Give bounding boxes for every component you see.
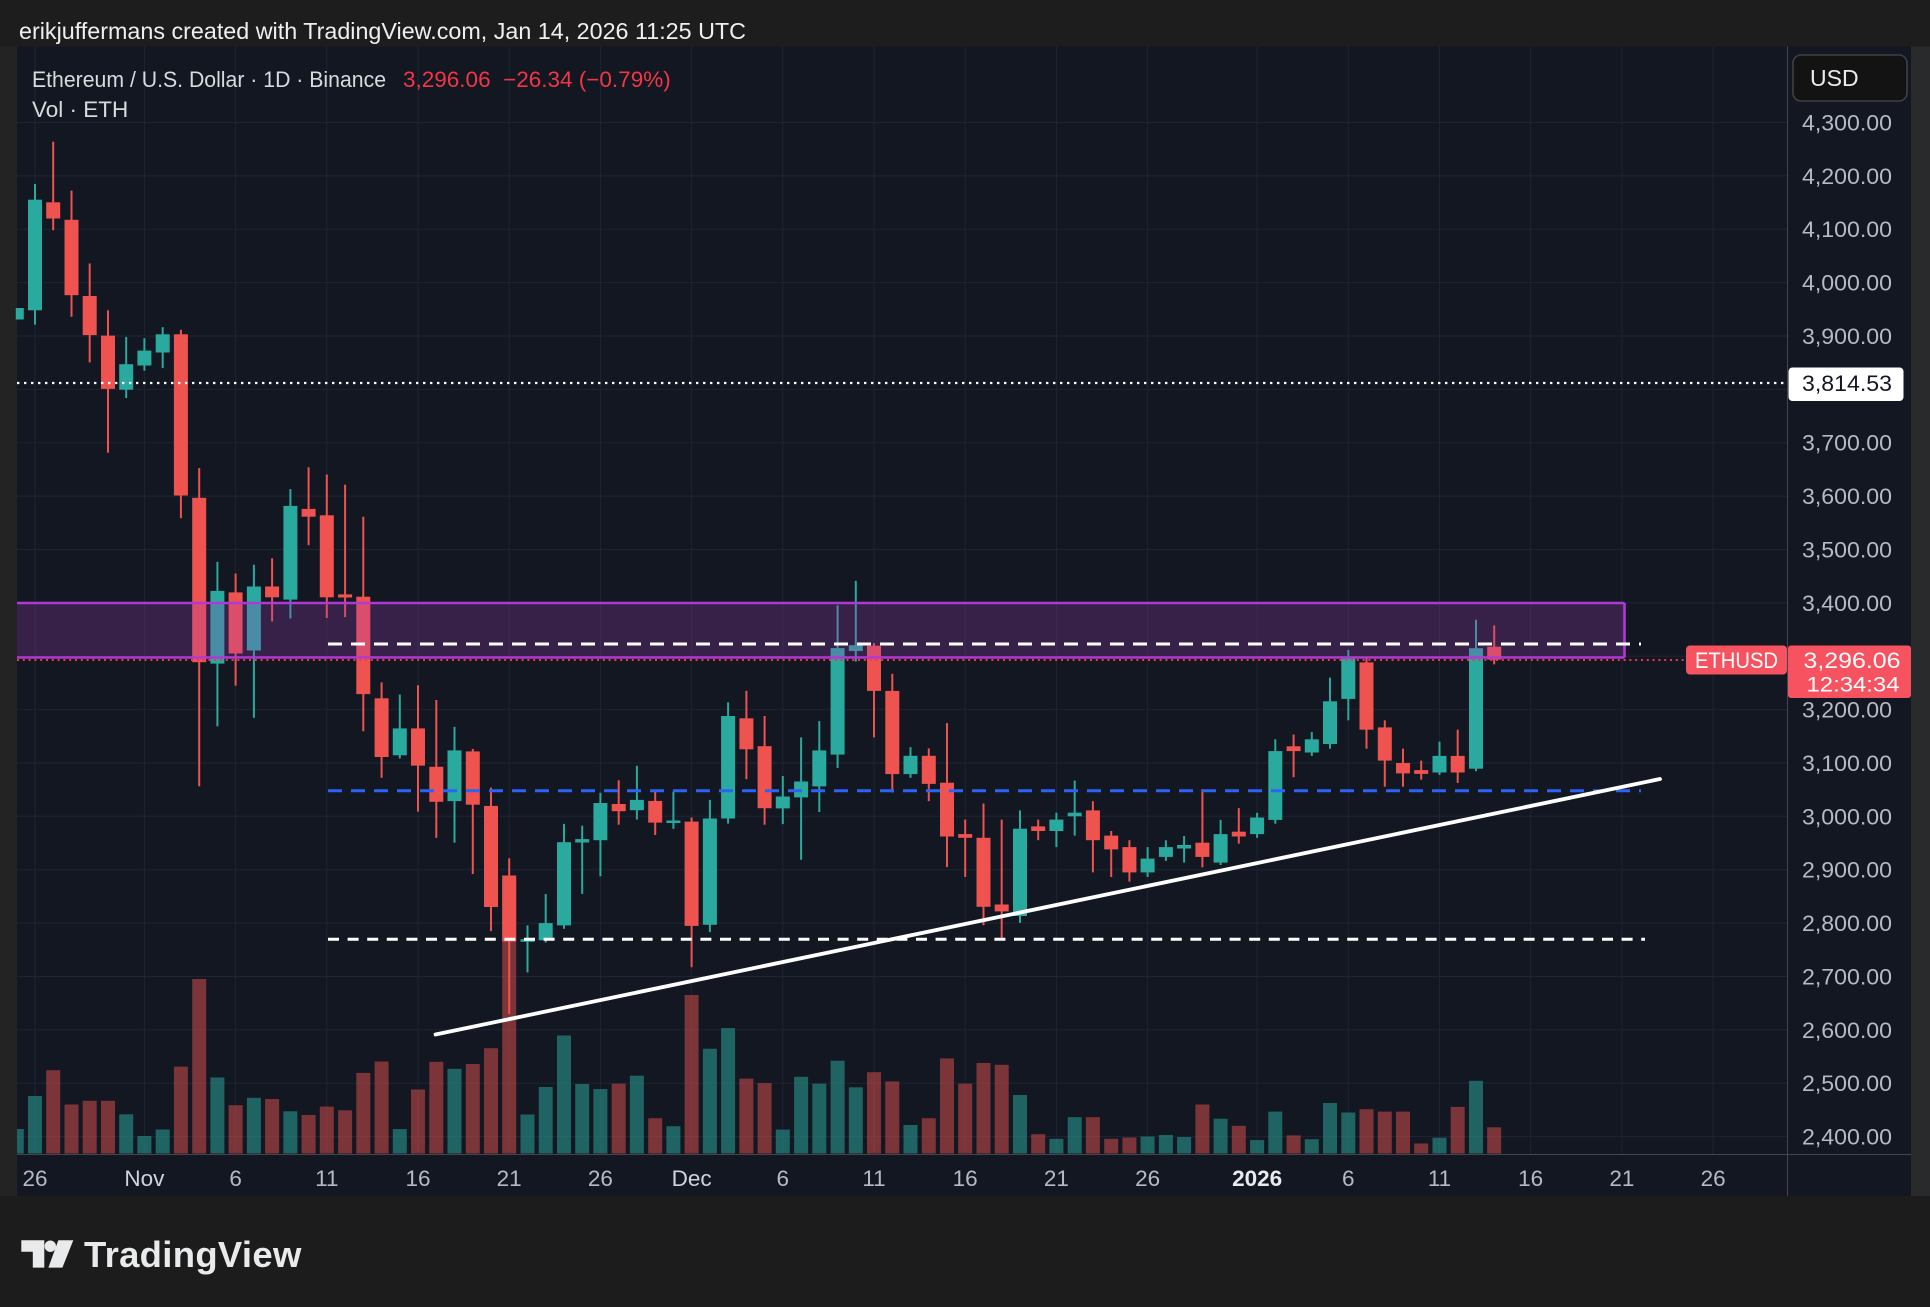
svg-text:12:34:34: 12:34:34	[1807, 673, 1900, 697]
svg-text:3,100.00: 3,100.00	[1802, 751, 1892, 776]
svg-text:Dec: Dec	[672, 1166, 712, 1191]
svg-text:6: 6	[777, 1166, 790, 1191]
svg-text:3,814.53: 3,814.53	[1802, 371, 1892, 396]
svg-text:3,000.00: 3,000.00	[1802, 804, 1892, 829]
svg-text:26: 26	[1135, 1166, 1160, 1191]
svg-text:21: 21	[1044, 1166, 1069, 1191]
svg-text:26: 26	[22, 1166, 47, 1191]
svg-text:16: 16	[405, 1166, 430, 1191]
svg-text:2,600.00: 2,600.00	[1802, 1018, 1892, 1043]
svg-text:2,900.00: 2,900.00	[1802, 858, 1892, 883]
svg-text:3,500.00: 3,500.00	[1802, 538, 1892, 563]
svg-text:6: 6	[1342, 1166, 1355, 1191]
svg-text:21: 21	[497, 1166, 522, 1191]
svg-text:2,700.00: 2,700.00	[1802, 965, 1892, 990]
svg-text:3,200.00: 3,200.00	[1802, 698, 1892, 723]
svg-text:11: 11	[1428, 1166, 1451, 1191]
svg-text:4,200.00: 4,200.00	[1802, 164, 1892, 189]
svg-text:4,300.00: 4,300.00	[1802, 111, 1892, 136]
svg-text:4,000.00: 4,000.00	[1802, 271, 1892, 296]
svg-text:Nov: Nov	[124, 1166, 165, 1191]
svg-text:3,296.06 −26.34 (−0.79%): 3,296.06 −26.34 (−0.79%)	[403, 67, 671, 92]
svg-text:2,400.00: 2,400.00	[1802, 1125, 1892, 1150]
svg-text:erikjuffermans created with Tr: erikjuffermans created with TradingView.…	[19, 18, 746, 44]
svg-text:16: 16	[1518, 1166, 1543, 1191]
svg-text:4,100.00: 4,100.00	[1802, 217, 1892, 242]
svg-text:16: 16	[953, 1166, 978, 1191]
svg-text:3,700.00: 3,700.00	[1802, 431, 1892, 456]
svg-text:USD: USD	[1810, 65, 1859, 91]
svg-text:11: 11	[862, 1166, 885, 1191]
svg-text:Vol · ETH: Vol · ETH	[32, 97, 128, 122]
svg-text:3,400.00: 3,400.00	[1802, 591, 1892, 616]
svg-text:2,500.00: 2,500.00	[1802, 1071, 1892, 1096]
svg-text:3,600.00: 3,600.00	[1802, 484, 1892, 509]
svg-text:2026: 2026	[1232, 1166, 1282, 1191]
svg-text:11: 11	[315, 1166, 338, 1191]
svg-text:Ethereum / U.S. Dollar · 1D ·: Ethereum / U.S. Dollar · 1D · Binance	[32, 67, 386, 92]
svg-text:26: 26	[1701, 1166, 1726, 1191]
svg-text:ETHUSD: ETHUSD	[1695, 648, 1778, 673]
svg-text:3,296.06: 3,296.06	[1804, 648, 1901, 673]
svg-text:TradingView: TradingView	[84, 1234, 302, 1275]
svg-text:21: 21	[1609, 1166, 1634, 1191]
svg-text:6: 6	[229, 1166, 242, 1191]
svg-text:2,800.00: 2,800.00	[1802, 911, 1892, 936]
svg-text:3,900.00: 3,900.00	[1802, 324, 1892, 349]
svg-text:26: 26	[588, 1166, 613, 1191]
